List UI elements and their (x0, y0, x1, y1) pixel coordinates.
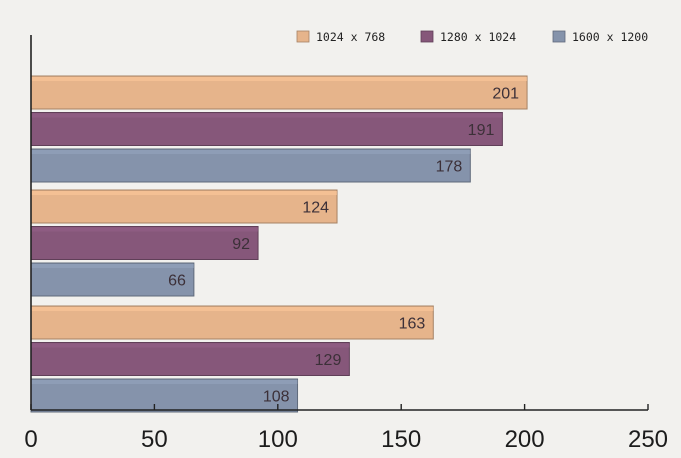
x-tick-label: 200 (505, 426, 545, 453)
bar-value-label: 178 (436, 159, 463, 176)
x-tick-label: 100 (258, 426, 298, 453)
bar-highlight (31, 77, 528, 81)
bar-value-label: 92 (232, 236, 250, 253)
bar-value-label: 163 (399, 316, 426, 333)
bar-1280x1024-group-1 (30, 112, 503, 146)
legend-swatch (420, 30, 434, 43)
x-tick-label: 0 (24, 426, 37, 453)
bar-1024x768-group-1 (30, 75, 528, 110)
bar-highlight (31, 343, 350, 348)
bar-1024x768-group-3 (30, 305, 434, 340)
bar-highlight (31, 113, 503, 118)
bar-highlight (31, 227, 259, 232)
bar-highlight (31, 264, 194, 268)
legend-label: 1280 x 1024 (440, 30, 516, 44)
bar-1600x1200-group-1 (30, 148, 471, 183)
bar-highlight (31, 150, 471, 154)
bar-1280x1024-group-2 (30, 226, 259, 260)
legend-label: 1600 x 1200 (572, 30, 648, 44)
bar-value-label: 108 (263, 389, 290, 406)
legend-swatch (552, 30, 566, 43)
bar-value-label: 129 (315, 352, 342, 369)
bar-value-label: 201 (492, 86, 519, 103)
bar-highlight (31, 307, 434, 311)
bar-highlight (31, 380, 298, 384)
bar-value-label: 124 (302, 200, 329, 217)
legend-label: 1024 x 768 (316, 30, 385, 44)
bar-1600x1200-group-3 (30, 378, 299, 413)
x-tick-label: 50 (141, 426, 168, 453)
x-tick-label: 150 (381, 426, 421, 453)
legend: 1024 x 768 1280 x 1024 1600 x 1200 (296, 30, 648, 44)
axes-layer: 0 50 100 150 200 250 (24, 35, 668, 453)
x-tick-label: 250 (628, 426, 668, 453)
bar-value-label: 66 (168, 273, 186, 290)
bar-value-label: 191 (468, 122, 495, 139)
legend-swatch (296, 30, 310, 43)
bar-highlight (31, 191, 338, 195)
